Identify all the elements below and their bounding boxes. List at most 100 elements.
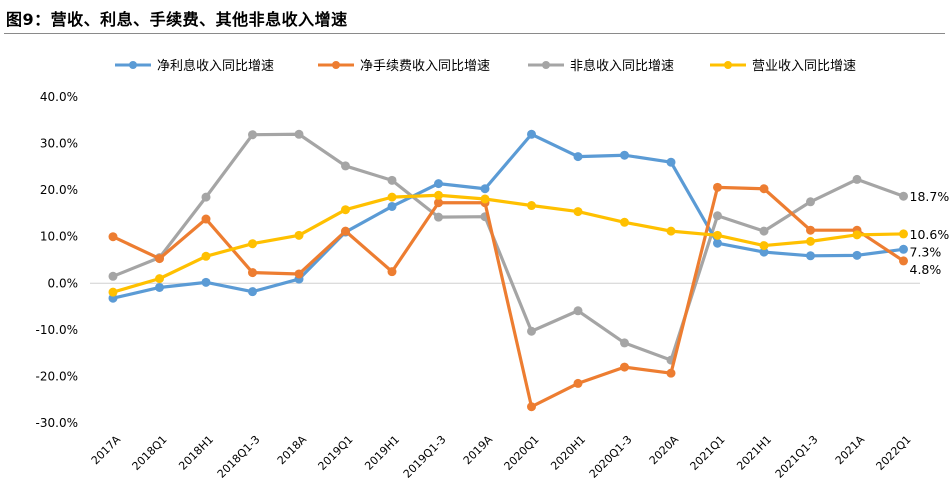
legend-marker xyxy=(724,61,732,69)
data-point xyxy=(620,150,629,160)
end-labels: 7.3% 4.8% 18.7% 10.6% xyxy=(910,189,950,277)
data-point xyxy=(434,198,443,208)
y-tick-label: -30.0% xyxy=(36,416,78,430)
series xyxy=(108,129,908,303)
data-point xyxy=(434,190,443,200)
data-point xyxy=(341,226,350,236)
data-point xyxy=(806,251,815,261)
x-tick-label: 2020A xyxy=(647,433,682,468)
x-tick-label: 2018Q1-3 xyxy=(215,433,263,481)
data-point xyxy=(341,161,350,171)
data-point xyxy=(713,182,722,192)
data-point xyxy=(294,230,304,240)
data-point xyxy=(155,274,164,284)
x-tick-label: 2020Q1 xyxy=(502,433,542,473)
data-point xyxy=(480,184,490,194)
data-point xyxy=(806,197,815,207)
data-point xyxy=(713,238,722,248)
data-point xyxy=(899,244,908,254)
data-point xyxy=(666,157,676,167)
data-point xyxy=(759,247,769,257)
data-point xyxy=(620,362,629,372)
data-point xyxy=(387,201,397,211)
data-point xyxy=(852,174,862,184)
data-point xyxy=(155,282,164,292)
x-tick-label: 2018A xyxy=(275,433,310,468)
x-tick-label: 2019H1 xyxy=(362,433,402,473)
y-tick-label: 40.0% xyxy=(40,90,78,104)
data-point xyxy=(527,326,536,336)
data-point xyxy=(201,251,211,261)
y-tick-label: 20.0% xyxy=(40,183,78,197)
data-point xyxy=(713,230,722,240)
data-point xyxy=(201,214,211,224)
data-point xyxy=(759,241,769,251)
x-tick-label: 2021A xyxy=(833,433,868,468)
data-point xyxy=(713,211,722,221)
x-tick-label: 2018Q1 xyxy=(130,433,170,473)
legend-marker xyxy=(542,61,550,69)
x-tick-label: 2022Q1 xyxy=(874,433,914,473)
y-tick-label: -10.0% xyxy=(36,323,78,337)
data-point xyxy=(573,306,583,316)
data-point xyxy=(434,179,443,189)
legend: 净利息收入同比增速 净手续费收入同比增速 非息收入同比增速 营业收入同比增速 xyxy=(115,58,856,74)
data-point xyxy=(852,230,862,240)
series-line xyxy=(111,185,906,409)
data-point xyxy=(341,205,350,215)
data-point xyxy=(620,338,629,348)
data-label: 7.3% xyxy=(910,244,942,259)
x-tick-label: 2021Q1-3 xyxy=(773,433,821,481)
data-point xyxy=(899,191,908,201)
series-line xyxy=(111,193,906,294)
series-line xyxy=(111,132,906,300)
data-point xyxy=(434,212,443,222)
x-tick-label: 2021H1 xyxy=(734,433,774,473)
data-point xyxy=(387,192,397,202)
data-point xyxy=(108,287,118,297)
data-point xyxy=(248,287,257,297)
series-line xyxy=(111,132,906,362)
data-point xyxy=(666,368,676,378)
series xyxy=(108,190,908,297)
x-tick-label: 2020Q1-3 xyxy=(587,433,635,481)
data-point xyxy=(155,254,164,264)
data-point xyxy=(899,256,908,266)
x-tick-label: 2019A xyxy=(461,433,496,468)
series-layer xyxy=(108,129,908,412)
data-point xyxy=(294,129,304,139)
legend-marker xyxy=(332,61,340,69)
legend-label: 净利息收入同比增速 xyxy=(157,58,274,74)
legend-item: 营业收入同比增速 xyxy=(710,59,856,74)
y-tick-label: 30.0% xyxy=(40,137,78,151)
data-point xyxy=(387,175,397,185)
legend-label: 净手续费收入同比增速 xyxy=(360,59,490,74)
legend-item: 非息收入同比增速 xyxy=(528,58,674,74)
data-label: 10.6% xyxy=(910,227,950,242)
data-point xyxy=(108,271,118,281)
data-point xyxy=(201,277,211,287)
data-point xyxy=(852,250,862,260)
data-point xyxy=(620,217,629,227)
y-axis: 40.0% 30.0% 20.0% 10.0% 0.0% -10.0% -20.0% -30.… xyxy=(36,90,78,430)
y-tick-label: 0.0% xyxy=(48,276,79,290)
data-point xyxy=(759,184,769,194)
data-point xyxy=(480,194,490,204)
legend-item: 净手续费收入同比增速 xyxy=(318,59,490,74)
x-tick-label: 2020H1 xyxy=(548,433,588,473)
data-point xyxy=(248,268,257,278)
data-point xyxy=(527,129,536,139)
data-label: 4.8% xyxy=(910,262,942,277)
figure-title: 图9：营收、利息、手续费、其他非息收入增速 xyxy=(6,10,348,29)
y-tick-label: -20.0% xyxy=(36,369,78,383)
data-point xyxy=(806,225,815,235)
legend-label: 非息收入同比增速 xyxy=(570,58,674,74)
data-point xyxy=(108,232,118,242)
x-tick-label: 2019Q1 xyxy=(316,433,356,473)
x-tick-label: 2017A xyxy=(89,433,124,468)
data-point xyxy=(573,152,583,162)
x-tick-label: 2018H1 xyxy=(176,433,216,473)
data-point xyxy=(573,207,583,217)
